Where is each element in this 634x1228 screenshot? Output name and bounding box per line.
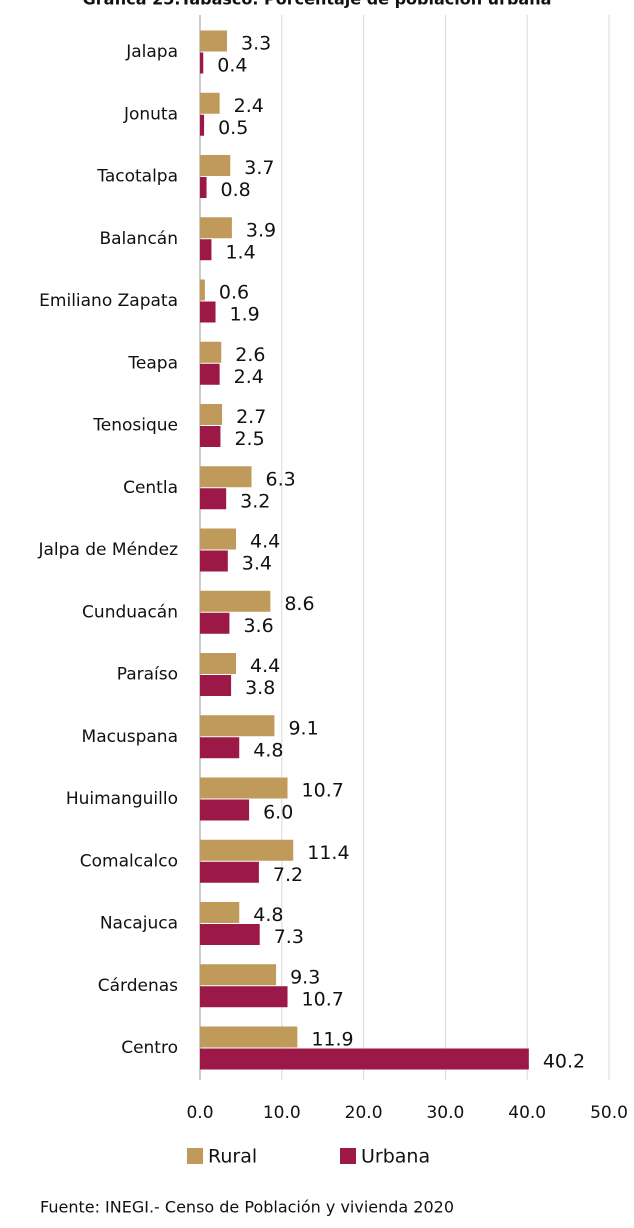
data-label: 3.4	[242, 553, 272, 575]
data-label: 7.3	[274, 926, 304, 948]
bar	[200, 737, 240, 759]
data-label: 0.6	[219, 282, 249, 304]
y-tick-label: Tacotalpa	[96, 167, 178, 187]
bar	[200, 715, 275, 737]
legend-label: Rural	[208, 1146, 257, 1168]
y-tick-label: Tenosique	[92, 416, 178, 436]
bar	[200, 301, 216, 323]
data-label: 10.7	[302, 988, 344, 1010]
data-label: 4.8	[253, 739, 283, 761]
x-tick-label: 30.0	[426, 1103, 464, 1123]
bar	[200, 30, 227, 52]
y-tick-label: Cunduacán	[82, 602, 178, 622]
bar	[200, 488, 227, 510]
data-label: 3.8	[245, 677, 275, 699]
legend-swatch	[340, 1148, 356, 1164]
bar	[200, 799, 250, 821]
bar	[200, 861, 259, 883]
bar	[200, 239, 212, 261]
bar	[200, 155, 231, 176]
data-label: 4.4	[250, 655, 280, 677]
x-tick-label: 20.0	[345, 1103, 383, 1123]
bar	[200, 52, 204, 74]
data-label: 3.6	[243, 615, 273, 637]
data-label: 2.4	[234, 95, 264, 117]
y-tick-label: Jonuta	[123, 104, 178, 124]
bar	[200, 404, 223, 425]
bar	[200, 363, 220, 385]
bar	[200, 612, 230, 634]
data-label: 11.4	[307, 842, 349, 864]
data-label: 0.8	[221, 179, 251, 201]
data-label: 11.9	[311, 1029, 353, 1051]
legend-label: Urbana	[361, 1146, 430, 1168]
bar	[200, 653, 236, 674]
data-label: 10.7	[302, 780, 344, 802]
bar	[200, 924, 260, 945]
y-tick-label: Nacajuca	[100, 914, 178, 934]
bar	[200, 279, 205, 301]
bar	[200, 217, 232, 239]
data-label: 4.4	[250, 531, 280, 553]
bar	[200, 177, 207, 198]
data-label: 7.2	[273, 864, 303, 886]
data-label: 4.8	[253, 904, 283, 926]
data-label: 3.7	[244, 157, 274, 179]
y-tick-label: Huimanguillo	[66, 789, 178, 809]
y-tick-label: Centla	[123, 478, 178, 498]
bar	[200, 986, 288, 1008]
data-label: 0.5	[218, 117, 248, 139]
bar	[200, 528, 236, 550]
y-tick-label: Cárdenas	[98, 976, 178, 996]
legend-swatch	[187, 1148, 203, 1164]
data-label: 9.3	[290, 966, 320, 988]
bar	[200, 341, 222, 363]
y-tick-label: Paraíso	[117, 665, 178, 685]
data-label: 3.2	[240, 490, 270, 512]
x-tick-label: 10.0	[263, 1103, 301, 1123]
bar	[200, 590, 271, 612]
x-tick-label: 50.0	[590, 1103, 628, 1123]
source-note: Fuente: INEGI.- Censo de Población y viv…	[40, 1198, 454, 1217]
data-label: 1.4	[225, 241, 255, 263]
y-tick-label: Centro	[121, 1038, 178, 1058]
y-tick-label: Balancán	[99, 229, 178, 249]
data-label: 2.5	[234, 428, 264, 450]
data-label: 0.4	[217, 55, 247, 77]
bar	[200, 839, 294, 861]
bar	[200, 92, 220, 114]
y-tick-label: Jalapa	[125, 42, 178, 62]
x-tick-label: 40.0	[508, 1103, 546, 1123]
bar	[200, 964, 277, 986]
bar	[200, 1048, 529, 1070]
data-label: 6.0	[263, 802, 293, 824]
bar	[200, 902, 240, 923]
data-label: 9.1	[288, 717, 318, 739]
data-label: 2.7	[236, 406, 266, 428]
bar	[200, 550, 228, 572]
y-tick-label: Macuspana	[82, 727, 178, 747]
data-label: 2.6	[235, 344, 265, 366]
bar	[200, 1026, 298, 1048]
y-tick-label: Emiliano Zapata	[39, 291, 178, 311]
chart-title: Gráfica 25.Tabasco. Porcentaje de poblac…	[83, 0, 552, 9]
y-tick-label: Jalpa de Méndez	[38, 540, 179, 560]
bar	[200, 675, 232, 696]
data-label: 2.4	[234, 366, 264, 388]
bar	[200, 466, 252, 488]
x-tick-label: 0.0	[186, 1103, 213, 1123]
bar	[200, 777, 288, 799]
data-label: 1.9	[230, 304, 260, 326]
bar	[200, 114, 205, 136]
data-label: 3.3	[241, 33, 271, 55]
data-label: 40.2	[543, 1051, 585, 1073]
data-label: 8.6	[284, 593, 314, 615]
data-label: 6.3	[266, 468, 296, 490]
y-tick-label: Teapa	[127, 353, 178, 373]
y-tick-label: Comalcalco	[80, 851, 178, 871]
bar	[200, 426, 221, 447]
data-label: 3.9	[246, 219, 276, 241]
